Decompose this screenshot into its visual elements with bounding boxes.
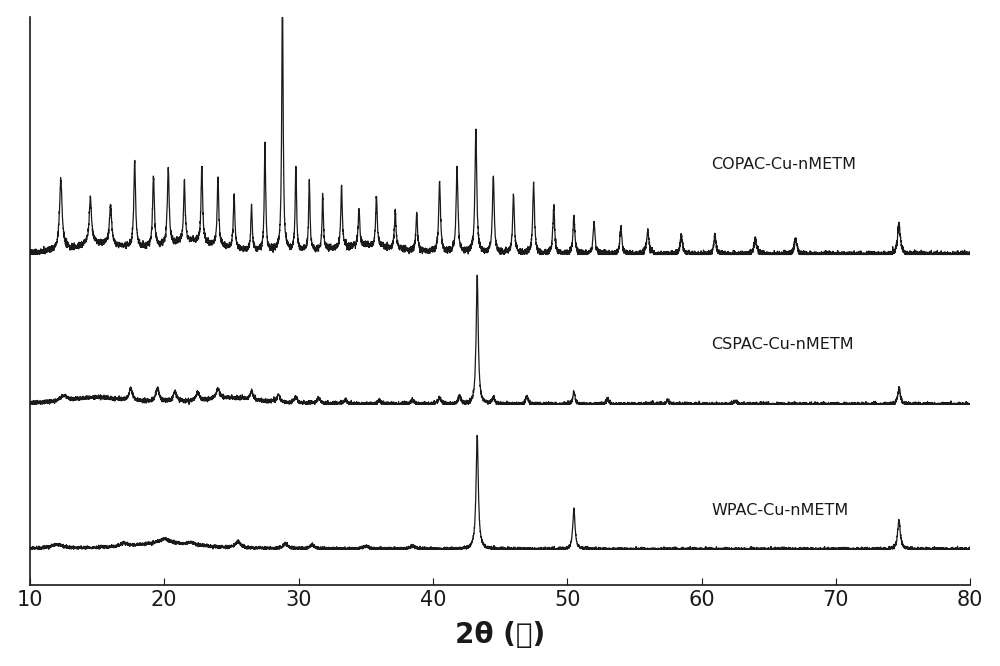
Text: COPAC-Cu-nMETM: COPAC-Cu-nMETM: [712, 157, 857, 172]
X-axis label: 2θ (度): 2θ (度): [455, 621, 545, 649]
Text: CSPAC-Cu-nMETM: CSPAC-Cu-nMETM: [712, 338, 854, 352]
Text: WPAC-Cu-nMETM: WPAC-Cu-nMETM: [712, 503, 849, 518]
